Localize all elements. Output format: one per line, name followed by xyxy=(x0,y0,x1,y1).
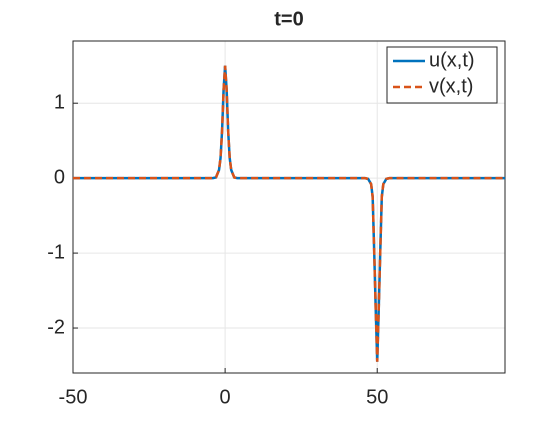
line-series xyxy=(73,65,505,362)
chart-title: t=0 xyxy=(274,8,303,30)
y-tick-label: 1 xyxy=(54,91,65,113)
y-tick-label: -2 xyxy=(47,316,65,338)
x-tick-label: 0 xyxy=(220,386,231,408)
y-tick-label: -1 xyxy=(47,241,65,263)
legend-label: v(x,t) xyxy=(429,75,473,97)
legend-box xyxy=(386,46,498,104)
x-tick-label: -50 xyxy=(59,386,88,408)
x-tick-label: 50 xyxy=(366,386,388,408)
legend-label: u(x,t) xyxy=(429,49,475,71)
axes-box xyxy=(72,40,506,374)
y-tick-label: 0 xyxy=(54,166,65,188)
